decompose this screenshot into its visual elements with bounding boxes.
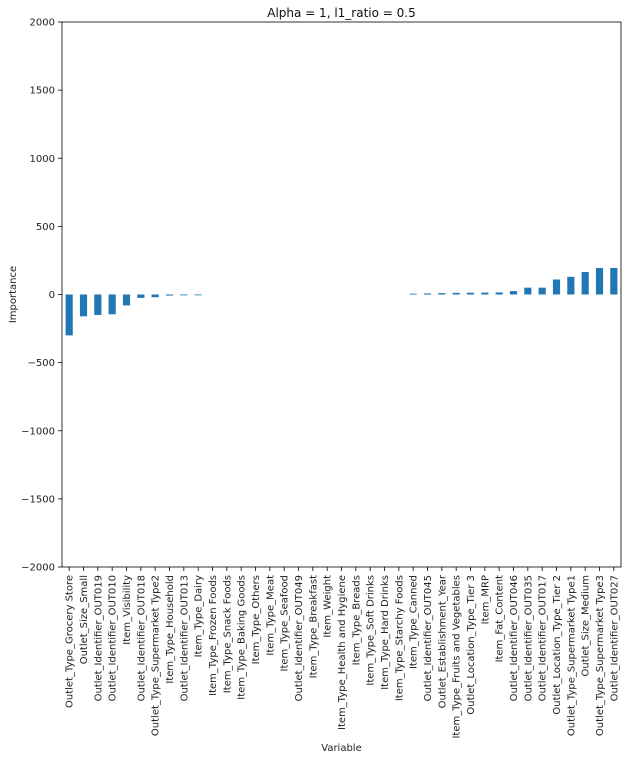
bar — [524, 287, 532, 295]
x-tick-label: Item_Type_Canned — [409, 575, 420, 669]
x-tick-label: Outlet_Size_Medium — [581, 575, 592, 677]
x-tick-label: Item_Weight — [323, 575, 334, 638]
bar — [495, 292, 503, 295]
x-tick-label: Item_Type_Breads — [351, 575, 362, 665]
y-tick-label: 0 — [49, 290, 55, 301]
x-tick-label: Outlet_Identifier_OUT010 — [108, 575, 119, 701]
x-tick-label: Item_Type_Health and Hygiene — [337, 575, 348, 730]
x-tick-label: Outlet_Identifier_OUT045 — [423, 575, 434, 701]
bars-group — [65, 267, 618, 336]
x-tick-label: Item_Type_Soft Drinks — [366, 575, 377, 686]
x-tick-label: Item_Type_Breakfast — [308, 575, 319, 678]
x-tick-label: Item_Visibility — [122, 575, 133, 645]
bar — [581, 272, 589, 295]
bar — [552, 279, 561, 295]
bar — [180, 294, 188, 296]
x-tick-label: Item_Type_Snack Foods — [222, 575, 233, 693]
bar — [481, 292, 489, 295]
x-tick-label: Outlet_Establishment_Year — [437, 574, 448, 708]
bar — [409, 293, 417, 295]
bar — [94, 294, 102, 315]
bar — [610, 267, 618, 295]
bar — [452, 292, 460, 295]
y-tick-label: 1000 — [30, 154, 55, 165]
bar — [194, 294, 202, 296]
x-tick-label: Item_Type_Seafood — [280, 575, 291, 671]
bar — [65, 294, 73, 336]
chart-title: Alpha = 1, l1_ratio = 0.5 — [267, 6, 415, 20]
y-tick-label: −1000 — [21, 426, 55, 437]
x-tick-label: Outlet_Identifier_OUT017 — [538, 575, 549, 701]
bar — [438, 293, 446, 295]
y-axis: −2000 −1500 −1000 −500 0 500 1000 1500 2000 — [21, 18, 62, 574]
x-tick-label: Item_Type_Hard Drinks — [380, 575, 391, 690]
y-tick-label: 1500 — [30, 86, 55, 97]
x-tick-label: Outlet_Type_Supermarket Type1 — [566, 575, 577, 736]
bar — [466, 292, 475, 295]
x-tick-label: Outlet_Identifier_OUT027 — [609, 575, 620, 701]
x-tick-label: Item_Fat_Content — [495, 575, 506, 662]
x-tick-label: Outlet_Location_Type_Tier 3 — [466, 575, 477, 715]
bar — [165, 294, 174, 296]
x-tick-label: Outlet_Location_Type_Tier 2 — [552, 575, 563, 715]
bar — [509, 291, 518, 295]
x-axis-title: Variable — [321, 743, 362, 754]
plot-frame — [61, 21, 622, 568]
bar — [538, 287, 546, 295]
x-tick-label: Outlet_Type_Grocery Store — [65, 575, 76, 708]
x-tick-label: Outlet_Identifier_OUT018 — [136, 575, 147, 701]
bar — [122, 294, 131, 306]
x-tick-label: Item_Type_Starchy Foods — [394, 575, 405, 701]
x-tick-label: Item_Type_Dairy — [194, 575, 205, 657]
bar — [567, 276, 575, 295]
y-tick-label: −500 — [28, 358, 55, 369]
x-tick-label: Outlet_Type_Supermarket Type3 — [595, 575, 606, 736]
y-axis-title: Importance — [8, 266, 19, 323]
x-tick-label: Item_Type_Baking Goods — [237, 575, 248, 700]
y-tick-label: 500 — [36, 222, 55, 233]
y-tick-label: 2000 — [30, 18, 55, 29]
bar — [151, 294, 159, 298]
x-tick-label: Item_Type_Frozen Foods — [208, 575, 219, 696]
x-tick-label: Item_Type_Meat — [265, 575, 276, 656]
x-tick-label: Outlet_Identifier_OUT035 — [523, 575, 534, 701]
x-tick-label: Item_MRP — [480, 575, 491, 624]
x-tick-label: Item_Type_Household — [165, 575, 176, 684]
y-tick-label: −2000 — [21, 563, 55, 574]
x-tick-label: Item_Type_Others — [251, 575, 262, 664]
x-tick-label: Outlet_Identifier_OUT019 — [93, 575, 104, 701]
x-axis: Outlet_Type_Grocery Store Outlet_Size_Sma… — [65, 567, 620, 739]
x-tick-label: Outlet_Identifier_OUT046 — [509, 575, 520, 701]
bar — [423, 293, 432, 295]
bar — [108, 294, 116, 315]
x-tick-label: Outlet_Identifier_OUT013 — [179, 575, 190, 701]
x-tick-label: Outlet_Size_Small — [79, 575, 90, 664]
x-tick-label: Outlet_Identifier_OUT049 — [294, 575, 305, 701]
y-tick-label: −1500 — [21, 494, 55, 505]
bar — [137, 294, 145, 298]
bar — [79, 294, 88, 317]
bar — [595, 267, 604, 295]
x-tick-label: Outlet_Type_Supermarket Type2 — [151, 575, 162, 736]
x-tick-label: Item_Type_Fruits and Vegetables — [452, 575, 463, 739]
